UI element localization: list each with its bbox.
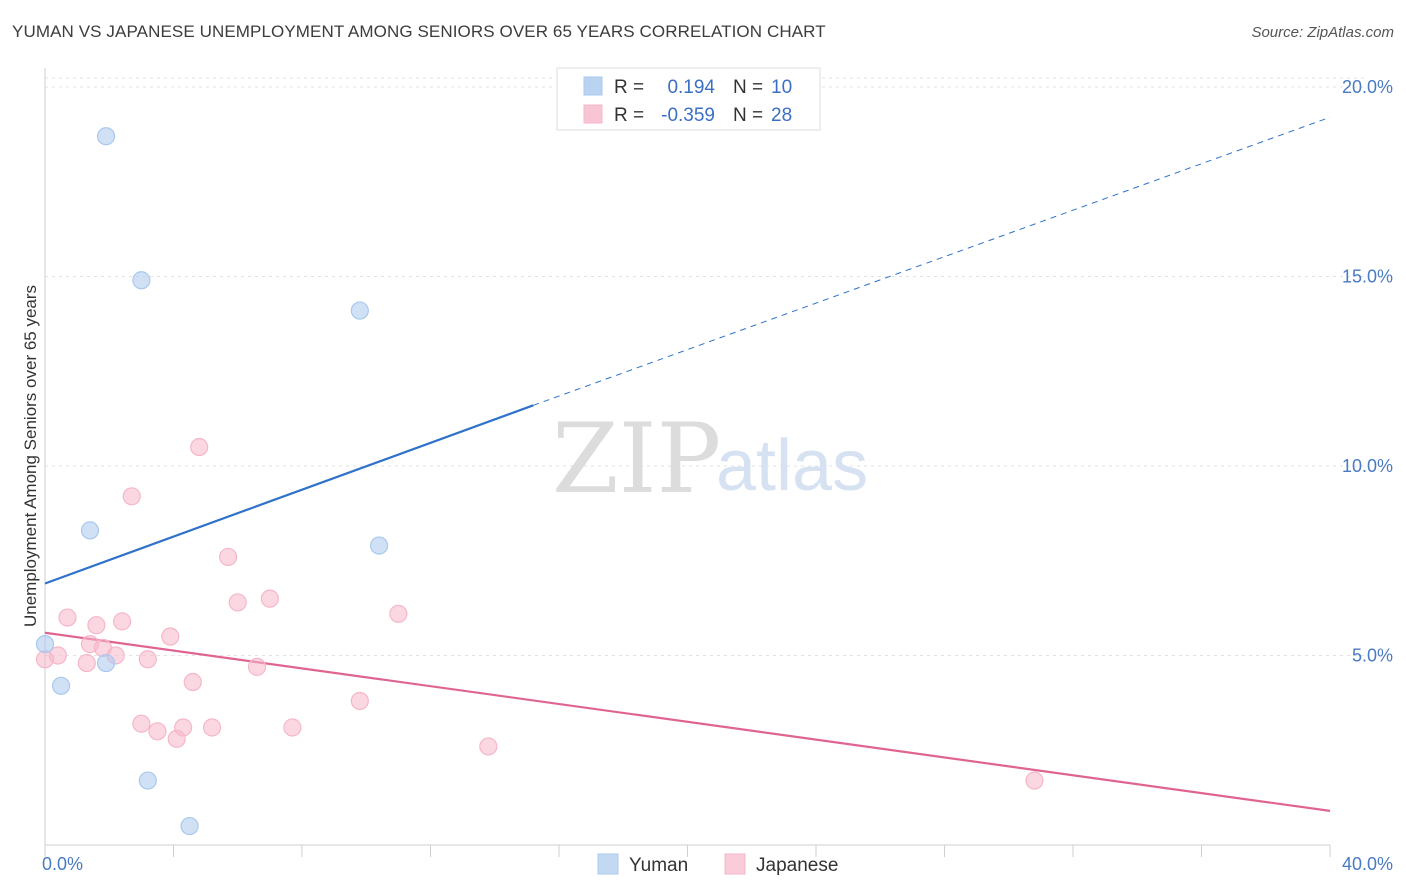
yuman-point-2 xyxy=(96,127,116,146)
yuman-point-1 xyxy=(51,676,71,695)
japanese-point-16 xyxy=(183,672,202,692)
series-swatch-japanese xyxy=(724,853,746,875)
source-credit: Source: ZipAtlas.com xyxy=(1251,24,1394,41)
grid-lines xyxy=(45,77,1365,656)
y-tick-label-2: 15.0% xyxy=(1342,266,1393,286)
trend-line-extension-yuman xyxy=(533,116,1331,406)
yuman-point-0 xyxy=(35,635,55,654)
series-name-japanese: Japanese xyxy=(756,855,838,876)
yuman-point-8 xyxy=(350,301,369,320)
yuman-point-6 xyxy=(138,771,157,790)
japanese-point-8 xyxy=(112,612,132,631)
japanese-point-26 xyxy=(479,737,498,756)
x-tick-label-1: 40.0% xyxy=(1342,854,1393,874)
japanese-point-4 xyxy=(87,616,106,635)
japanese-point-10 xyxy=(132,714,151,733)
japanese-point-17 xyxy=(190,437,209,457)
japanese-point-21 xyxy=(247,657,267,676)
y-tick-label-1: 10.0% xyxy=(1342,456,1393,476)
japanese-point-11 xyxy=(138,650,157,669)
japanese-point-25 xyxy=(389,604,408,623)
yuman-point-4 xyxy=(96,653,116,673)
yuman-point-9 xyxy=(370,536,389,555)
axes xyxy=(44,68,1331,857)
japanese-point-18 xyxy=(202,718,222,737)
watermark: ZIP atlas xyxy=(552,403,868,515)
yuman-point-5 xyxy=(132,271,151,290)
legend-r-value-1: -0.359 xyxy=(661,105,715,126)
japanese-point-13 xyxy=(161,627,180,646)
series-swatch-yuman xyxy=(597,853,619,875)
y-axis-label: Unemployment Among Seniors over 65 years xyxy=(21,285,40,627)
japanese-point-19 xyxy=(219,547,238,567)
japanese-point-12 xyxy=(148,722,167,741)
series-legend: Yuman Japanese xyxy=(597,853,838,876)
series-name-yuman: Yuman xyxy=(629,855,688,876)
y-tick-label-0: 5.0% xyxy=(1352,645,1393,665)
legend-r-label-0: R = xyxy=(614,77,644,98)
legend-swatch-yuman xyxy=(583,76,603,96)
legend-n-label-1: N = xyxy=(733,105,763,126)
watermark-atlas: atlas xyxy=(716,426,868,506)
y-tick-label-3: 20.0% xyxy=(1342,77,1393,97)
stats-legend: R = 0.194 N = 10 R = -0.359 N = 28 xyxy=(556,67,821,131)
trend-line-yuman xyxy=(44,404,534,585)
data-points xyxy=(35,127,1044,836)
legend-r-label-1: R = xyxy=(614,105,644,126)
japanese-point-22 xyxy=(260,589,279,608)
tick-labels: 5.0% 10.0% 15.0% 20.0% 0.0% 40.0% xyxy=(42,77,1393,874)
x-tick-label-0: 0.0% xyxy=(42,854,83,874)
watermark-zip: ZIP xyxy=(552,403,721,515)
japanese-point-27 xyxy=(1025,771,1044,790)
japanese-point-20 xyxy=(228,593,247,612)
japanese-point-3 xyxy=(77,653,96,673)
legend-n-value-0: 10 xyxy=(771,77,792,98)
yuman-point-3 xyxy=(80,521,100,540)
trend-line-japanese xyxy=(44,631,1331,812)
legend-r-value-0: 0.194 xyxy=(667,77,715,98)
yuman-point-7 xyxy=(180,816,199,836)
chart-title: YUMAN VS JAPANESE UNEMPLOYMENT AMONG SEN… xyxy=(12,22,826,41)
japanese-point-15 xyxy=(174,718,193,737)
japanese-point-9 xyxy=(122,487,141,506)
legend-n-value-1: 28 xyxy=(771,105,792,126)
legend-swatch-japanese xyxy=(583,104,603,124)
japanese-point-2 xyxy=(58,608,77,627)
japanese-point-24 xyxy=(350,691,369,711)
legend-n-label-0: N = xyxy=(733,77,763,98)
japanese-point-23 xyxy=(283,718,302,737)
japanese-point-1 xyxy=(48,646,67,665)
